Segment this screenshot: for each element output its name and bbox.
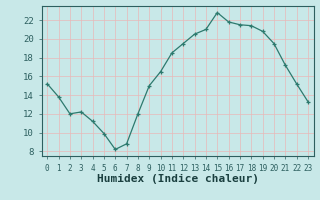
X-axis label: Humidex (Indice chaleur): Humidex (Indice chaleur) (97, 174, 259, 184)
